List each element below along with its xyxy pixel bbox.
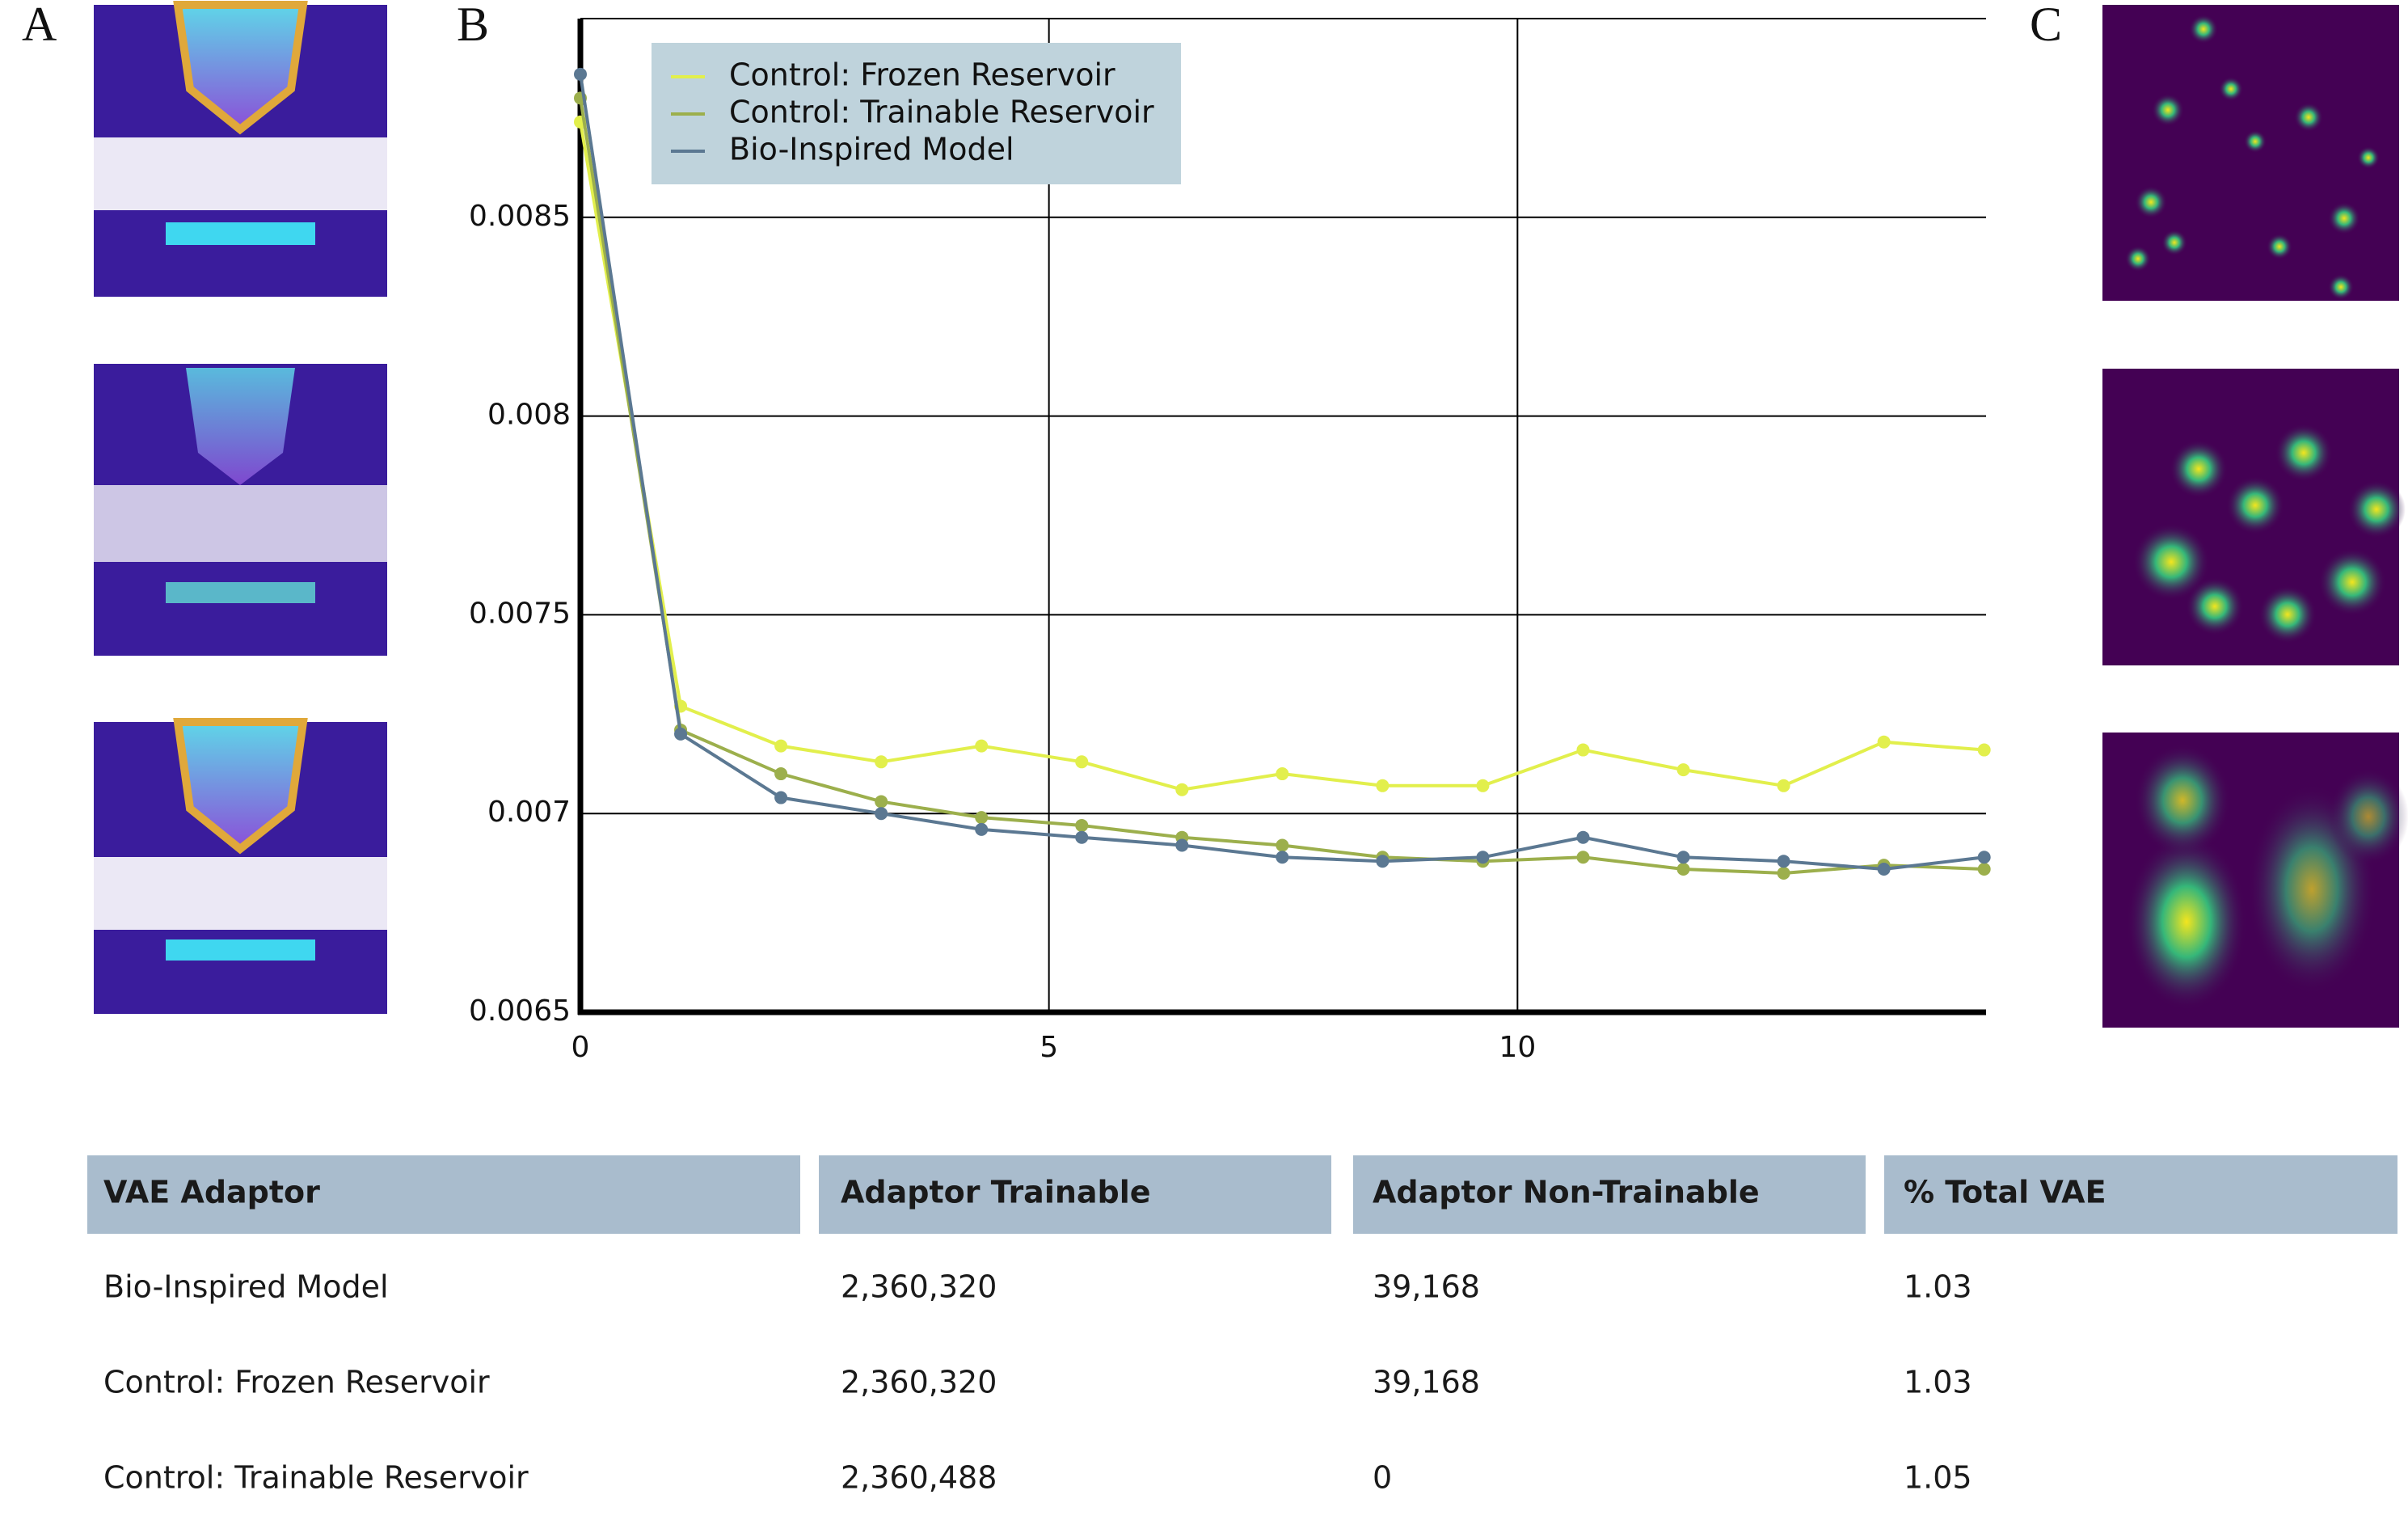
table-header-cell [1884, 1155, 2397, 1234]
data-point [1075, 818, 1089, 832]
data-point [1276, 767, 1289, 781]
data-point [1877, 863, 1891, 876]
data-point [1576, 851, 1590, 864]
image-c1 [2102, 5, 2399, 301]
data-point [1175, 838, 1189, 852]
series-line [579, 98, 1984, 875]
data-point [1977, 743, 1991, 757]
image-a2 [94, 364, 387, 656]
data-point [1777, 779, 1790, 792]
data-point [975, 811, 989, 825]
data-point [1676, 863, 1690, 876]
series-line [579, 121, 1984, 792]
y-tick-label: 0.0075 [469, 597, 571, 630]
data-point [574, 67, 587, 81]
table-cell: Control: Trainable Reservoir [103, 1460, 529, 1496]
data-point [1276, 851, 1289, 864]
image-a3 [94, 718, 387, 1014]
table-cell: 2,360,320 [841, 1365, 997, 1400]
data-point [774, 739, 788, 753]
data-point [1777, 866, 1790, 880]
table-cell: Control: Frozen Reservoir [103, 1365, 490, 1400]
x-tick-label: 10 [1499, 1031, 1536, 1064]
data-point [875, 807, 888, 821]
data-point [1476, 851, 1490, 864]
table-cell: 39,168 [1373, 1365, 1480, 1400]
legend-label: Bio-Inspired Model [729, 132, 1014, 167]
data-point [1075, 830, 1089, 844]
data-point [1476, 779, 1490, 792]
data-point [1175, 783, 1189, 796]
table-header-cell [1353, 1155, 1866, 1234]
data-point [1276, 838, 1289, 852]
data-point [1075, 755, 1089, 769]
panel-label: C [2030, 0, 2062, 51]
data-point [1977, 851, 1991, 864]
data-point [1877, 735, 1891, 749]
data-point [1576, 743, 1590, 757]
y-tick-label: 0.008 [487, 399, 571, 432]
table-header-cell [819, 1155, 1331, 1234]
data-point [1376, 855, 1390, 868]
data-point [1977, 863, 1991, 876]
data-point [875, 755, 888, 769]
table-cell: 1.05 [1904, 1460, 1972, 1496]
image-c2 [2102, 369, 2406, 665]
image-a1 [94, 0, 387, 297]
data-point [774, 791, 788, 804]
x-tick-label: 0 [571, 1031, 590, 1064]
data-point [674, 727, 688, 741]
image-c3 [2102, 733, 2408, 1028]
table-header: VAE Adaptor [103, 1175, 320, 1210]
y-tick-label: 0.007 [487, 796, 571, 829]
table-cell: 0 [1373, 1460, 1392, 1496]
table-cell: Bio-Inspired Model [103, 1269, 389, 1305]
data-point [1576, 830, 1590, 844]
table-header: % Total VAE [1904, 1175, 2106, 1210]
table-cell: 2,360,320 [841, 1269, 997, 1305]
y-tick-label: 0.0085 [469, 200, 571, 233]
data-point [774, 767, 788, 781]
legend-box [652, 43, 1181, 184]
data-point [875, 795, 888, 809]
panel-label: A [22, 0, 57, 51]
panel-label: B [457, 0, 489, 51]
x-tick-label: 5 [1040, 1031, 1058, 1064]
table-cell: 1.03 [1904, 1269, 1972, 1305]
y-tick-label: 0.0065 [469, 994, 571, 1028]
data-point [1777, 855, 1790, 868]
data-point [1376, 779, 1390, 792]
data-point [975, 739, 989, 753]
series-line [579, 74, 1984, 872]
data-point [1676, 763, 1690, 777]
legend-label: Control: Trainable Reservoir [729, 95, 1154, 130]
data-point [975, 822, 989, 836]
table-cell: 1.03 [1904, 1365, 1972, 1400]
table-header: Adaptor Non-Trainable [1373, 1175, 1760, 1210]
table-header: Adaptor Trainable [841, 1175, 1151, 1210]
data-point [1676, 851, 1690, 864]
table-cell: 39,168 [1373, 1269, 1480, 1305]
table-cell: 2,360,488 [841, 1460, 997, 1496]
table-header-cell [87, 1155, 800, 1234]
legend-label: Control: Frozen Reservoir [729, 57, 1115, 93]
